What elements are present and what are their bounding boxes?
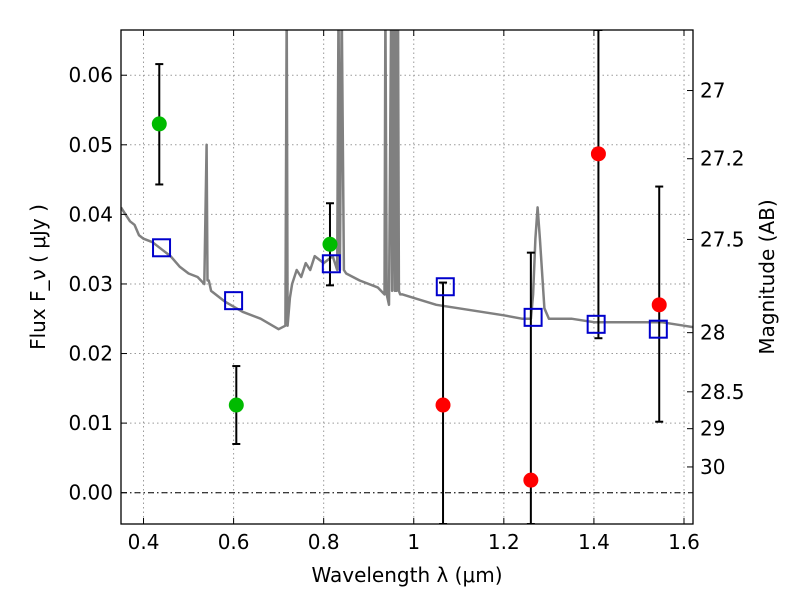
model-photometry-point [586, 314, 606, 334]
y-tick-label: 0.05 [68, 133, 113, 157]
x-axis: 0.4 0.6 0.8 1 1.2 1.4 1.6 [128, 30, 700, 554]
model-spectrum-line [121, 30, 693, 331]
nondetection-point [590, 146, 606, 162]
error-bars [155, 30, 664, 524]
x-tick-label: 1.4 [578, 530, 610, 554]
y-right-tick-label: 30 [700, 455, 725, 479]
y-right-tick-label: 27.5 [700, 227, 745, 251]
nondetection-point [523, 472, 539, 488]
x-axis-title: Wavelength λ (μm) [311, 563, 502, 587]
y-axis-title: Flux F_ν ( μJy ) [26, 204, 50, 350]
model-photometry-point [321, 254, 341, 274]
nondetection-point [435, 397, 451, 413]
y-right-tick-label: 28.5 [700, 380, 745, 404]
x-tick-label: 0.6 [218, 530, 250, 554]
plot-area [121, 30, 693, 524]
y-tick-label: 0.00 [68, 481, 113, 505]
x-tick-label: 1 [407, 530, 420, 554]
y-right-tick-label: 28 [700, 321, 725, 345]
x-tick-label: 0.4 [128, 530, 160, 554]
y-tick-label: 0.01 [68, 411, 113, 435]
y-right-tick-label: 29 [700, 417, 725, 441]
y-right-tick-label: 27 [700, 79, 725, 103]
detection-point [322, 236, 338, 252]
y-axis-left: 0.00 0.01 0.02 0.03 0.04 0.05 0.06 [68, 63, 127, 505]
model-photometry-point [523, 307, 543, 327]
nondetection-point [651, 297, 667, 313]
detection-point [228, 397, 244, 413]
y-axis-right-title: Magnitude (AB) [755, 199, 779, 354]
x-tick-label: 0.8 [308, 530, 340, 554]
x-tick-label: 1.6 [668, 530, 700, 554]
detection-point [151, 116, 167, 132]
x-tick-label: 1.2 [488, 530, 520, 554]
model-photometry-point [648, 319, 668, 339]
y-tick-label: 0.02 [68, 342, 113, 366]
y-tick-label: 0.04 [68, 202, 113, 226]
y-axis-right: 27 27.2 27.5 28 28.5 29 30 [687, 79, 745, 479]
model-photometry-point [152, 238, 172, 258]
y-right-tick-label: 27.2 [700, 147, 745, 171]
y-tick-label: 0.06 [68, 63, 113, 87]
data-markers [151, 116, 668, 488]
y-tick-label: 0.03 [68, 272, 113, 296]
plot-frame [120, 29, 694, 525]
model-photometry-point [435, 277, 455, 297]
model-photometry-point [224, 291, 244, 311]
